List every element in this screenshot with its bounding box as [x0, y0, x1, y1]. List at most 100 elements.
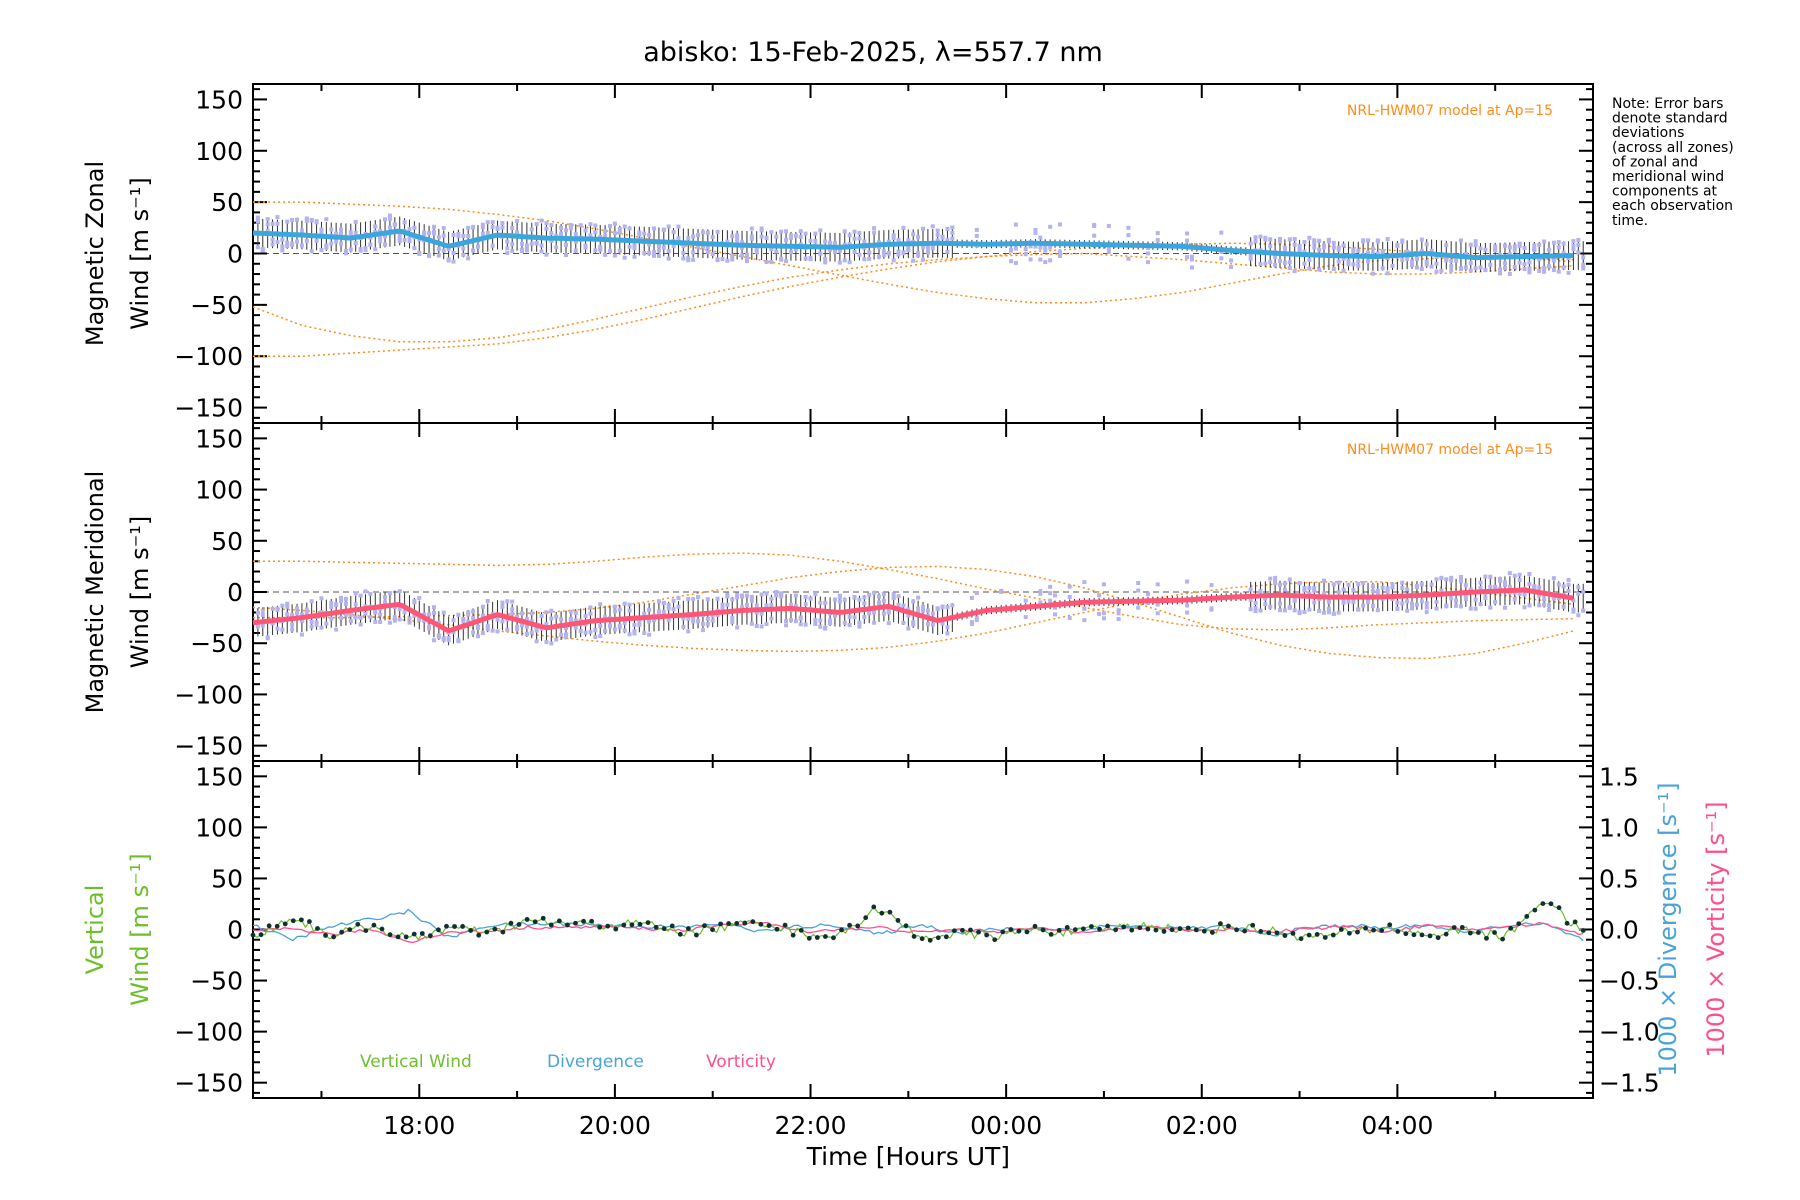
vertical-wind-point	[1379, 928, 1385, 933]
vertical-wind-point	[718, 921, 723, 927]
zone-point	[612, 609, 617, 614]
zone-point	[270, 621, 275, 626]
vertical-wind-point	[984, 932, 990, 938]
zone-point	[1106, 223, 1111, 228]
zone-point	[1287, 577, 1292, 582]
zone-point	[823, 626, 828, 631]
zone-point	[1380, 585, 1385, 590]
zone-point	[793, 233, 798, 238]
zone-point	[534, 241, 539, 246]
zone-point	[461, 616, 466, 621]
zone-point	[1361, 580, 1366, 585]
vertical-wind-point	[1282, 933, 1288, 938]
zone-point	[1282, 581, 1287, 586]
zone-point	[749, 594, 754, 599]
vertical-wind-point	[444, 923, 449, 929]
zone-point	[1439, 268, 1444, 273]
zone-point	[524, 624, 529, 629]
vertical-wind-point	[847, 922, 852, 928]
zone-point	[622, 628, 627, 633]
zone-point	[720, 256, 725, 261]
y-axis-label: Magnetic Meridional	[81, 471, 109, 714]
zone-point	[1512, 264, 1517, 269]
zone-point	[696, 595, 701, 600]
zone-point	[295, 217, 300, 222]
zone-point	[1126, 225, 1131, 230]
zone-point	[1502, 265, 1507, 270]
zone-point	[280, 603, 285, 608]
zone-point	[788, 617, 793, 622]
zone-point	[1268, 244, 1273, 249]
zone-point	[1405, 249, 1410, 254]
zone-point	[471, 630, 476, 635]
vertical-wind-point	[1500, 936, 1505, 942]
zone-point	[539, 613, 544, 618]
zone-point	[705, 597, 710, 602]
zone-point	[691, 619, 696, 624]
zone-point	[339, 232, 344, 237]
zone-point	[617, 230, 622, 235]
zone-point	[431, 605, 436, 610]
zone-point	[754, 250, 759, 255]
zone-point	[446, 638, 451, 643]
zone-point	[329, 241, 334, 246]
zone-point	[290, 627, 295, 632]
zone-point	[945, 238, 950, 243]
zone-point	[280, 627, 285, 632]
zone-point	[1278, 236, 1283, 241]
zone-point	[383, 595, 388, 600]
zone-point	[637, 622, 642, 627]
zone-point	[402, 220, 407, 225]
zone-point	[1219, 230, 1224, 235]
zone-point	[1082, 618, 1087, 623]
zone-point	[974, 591, 979, 596]
zone-point	[881, 598, 886, 603]
zone-point	[1258, 608, 1263, 613]
zone-point	[666, 606, 671, 611]
vertical-wind-point	[516, 922, 522, 927]
zone-point	[764, 235, 769, 240]
vertical-wind-point	[677, 931, 683, 937]
vertical-wind-point	[1105, 923, 1110, 929]
zone-point	[334, 239, 339, 244]
zone-point	[324, 245, 329, 250]
zone-point	[1370, 604, 1375, 609]
zone-point	[563, 632, 568, 637]
zone-point	[916, 606, 921, 611]
zone-point	[505, 246, 510, 251]
zone-point	[549, 641, 554, 646]
zone-point	[710, 252, 715, 257]
zone-point	[1581, 262, 1586, 267]
zone-point	[314, 220, 319, 225]
note-line: of zonal and	[1612, 154, 1698, 170]
zone-point	[1297, 243, 1302, 248]
zone-point	[891, 592, 896, 597]
zone-point	[828, 618, 833, 623]
zone-point	[911, 258, 916, 263]
zone-point	[1341, 256, 1346, 261]
zone-point	[510, 248, 515, 253]
zone-point	[255, 215, 260, 220]
zone-point	[686, 256, 691, 261]
vertical-wind-point	[1218, 921, 1223, 927]
zone-point	[1444, 577, 1449, 582]
zone-point	[1287, 237, 1292, 242]
zone-point	[1155, 238, 1160, 243]
zone-point	[524, 632, 529, 637]
zone-point	[427, 612, 432, 617]
zone-point	[744, 256, 749, 261]
zone-point	[945, 249, 950, 254]
zone-point	[1043, 245, 1048, 250]
zone-point	[612, 627, 617, 632]
vertical-wind-point	[556, 918, 562, 924]
zone-point	[299, 612, 304, 617]
zone-point	[1375, 251, 1380, 256]
zone-point	[290, 241, 295, 246]
zone-point	[1292, 237, 1297, 242]
zone-point	[1302, 239, 1307, 244]
zone-point	[916, 253, 921, 258]
zone-point	[1268, 237, 1273, 242]
zone-point	[1033, 228, 1038, 233]
zone-point	[735, 592, 740, 597]
